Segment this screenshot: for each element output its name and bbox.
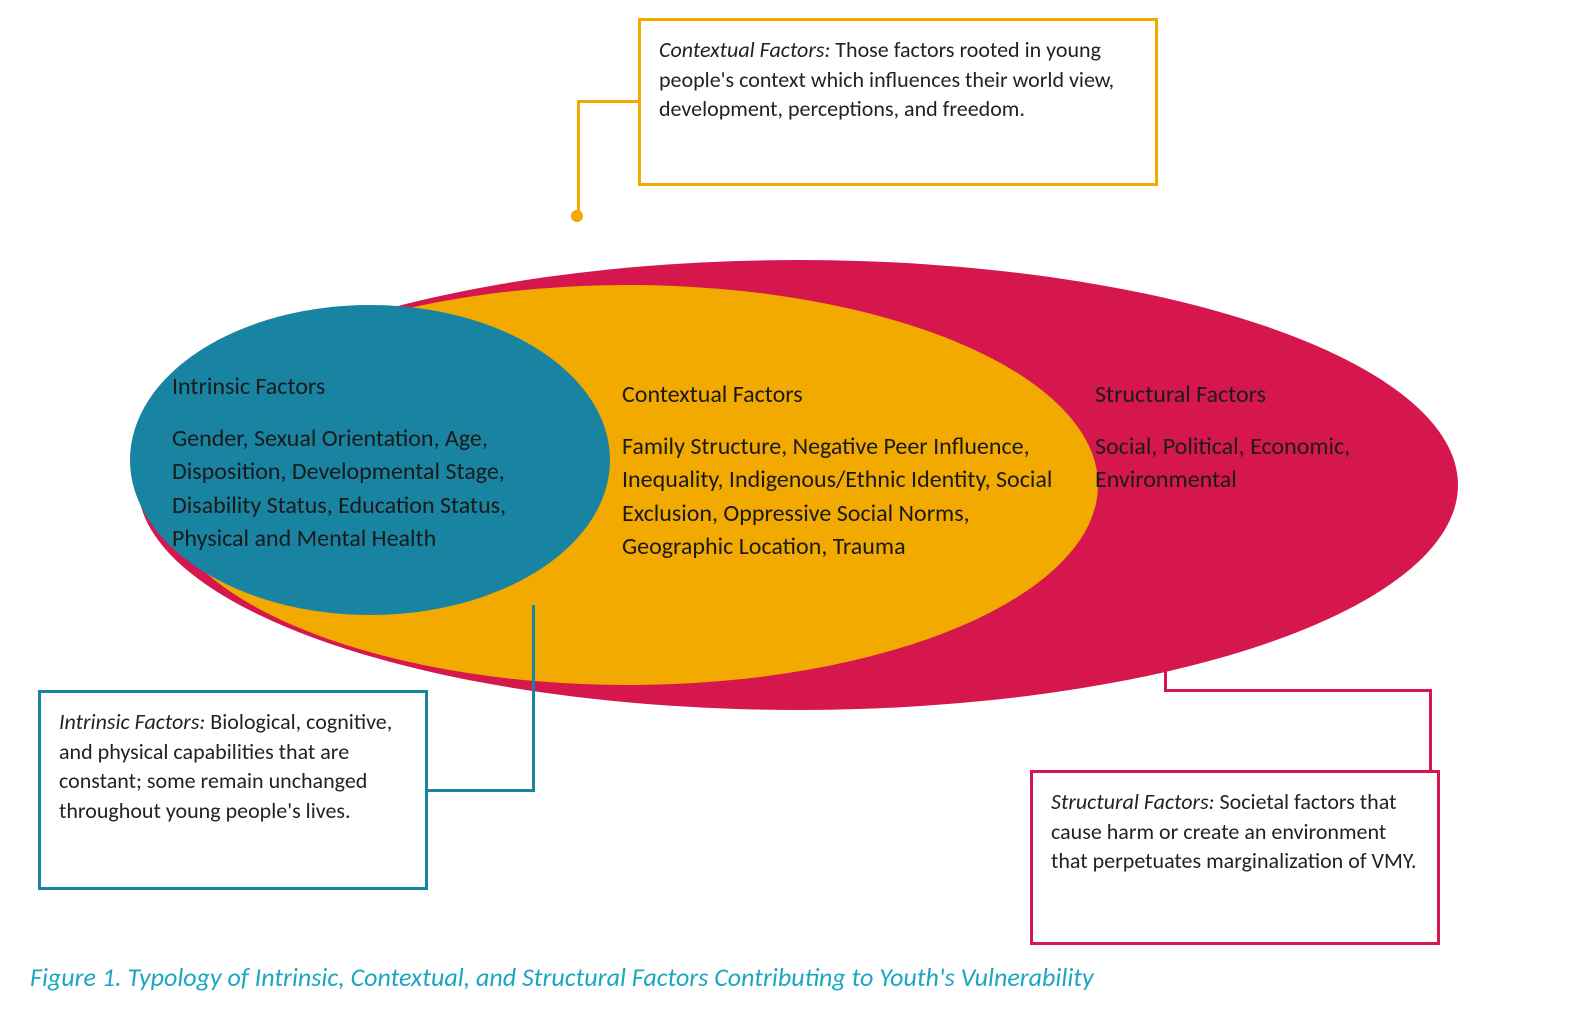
ellipse-structural-title: Structural Factors [1095,378,1375,412]
callout-contextual-lead: Contextual Factors: [659,36,830,63]
ellipse-structural-label: Structural Factors Social, Political, Ec… [1095,378,1375,497]
callout-structural-lead: Structural Factors: [1051,788,1215,815]
callout-structural: Structural Factors: Societal factors tha… [1030,770,1440,945]
ellipse-structural-body: Social, Political, Economic, Environment… [1095,432,1350,495]
callout-contextual: Contextual Factors: Those factors rooted… [638,18,1158,186]
ellipse-contextual-body: Family Structure, Negative Peer Influenc… [622,432,1052,562]
diagram-stage: Intrinsic Factors Gender, Sexual Orienta… [0,0,1592,1013]
ellipse-contextual-label: Contextual Factors Family Structure, Neg… [622,378,1062,564]
ellipse-intrinsic-label: Intrinsic Factors Gender, Sexual Orienta… [172,370,577,556]
callout-intrinsic-lead: Intrinsic Factors: [59,708,205,735]
figure-caption: Figure 1. Typology of Intrinsic, Context… [30,961,1094,993]
callout-intrinsic: Intrinsic Factors: Biological, cognitive… [38,690,428,890]
ellipse-intrinsic-title: Intrinsic Factors [172,370,577,404]
ellipse-intrinsic-body: Gender, Sexual Orientation, Age, Disposi… [172,424,506,554]
ellipse-contextual-title: Contextual Factors [622,378,1062,412]
